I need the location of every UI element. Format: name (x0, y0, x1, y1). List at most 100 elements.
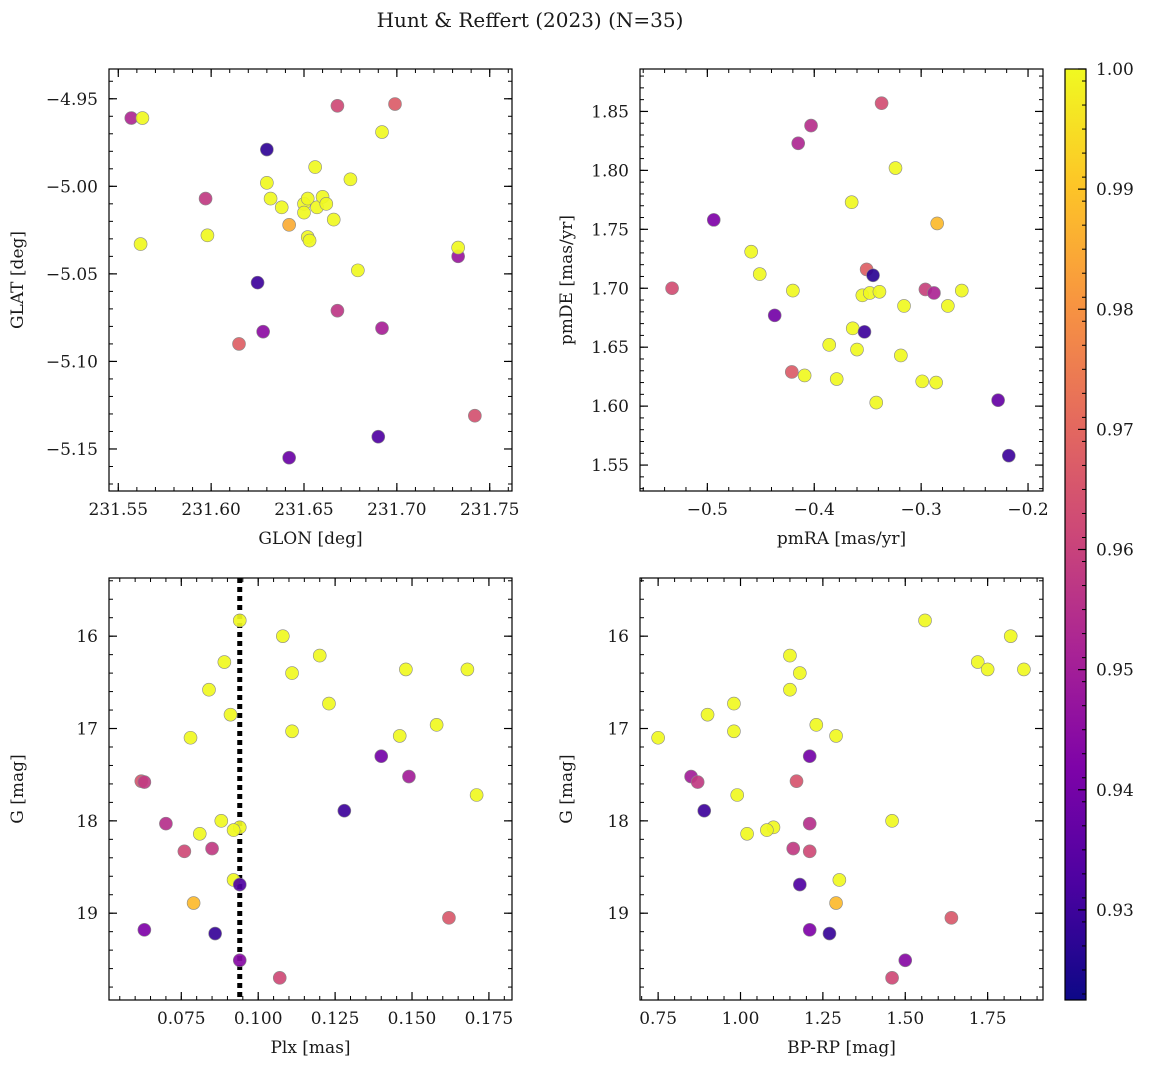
scatter-point (159, 816, 173, 831)
scatter-point (727, 724, 741, 739)
scatter-point (263, 191, 278, 206)
scatter-point (927, 286, 941, 300)
scatter-point (844, 195, 859, 210)
axes-frame (108, 577, 513, 1001)
y-tick-label: 1.65 (591, 338, 629, 358)
y-tick-label: 19 (607, 904, 629, 924)
x-tick-label: 231.65 (274, 500, 333, 520)
colorbar-tick-label: 1.00 (1096, 60, 1134, 80)
scatter-point (460, 662, 475, 677)
scatter-point (1003, 629, 1018, 643)
scatter-point (232, 877, 247, 892)
x-tick-label: −0.4 (794, 500, 835, 520)
colorbar-tick-label: 0.94 (1096, 781, 1134, 801)
scatter-point (915, 374, 930, 389)
scatter-point (322, 696, 336, 711)
scatter-point (319, 197, 334, 211)
x-tick-label: 1.00 (722, 1009, 760, 1029)
y-axis-label: G [mag] (557, 754, 577, 823)
scatter-point (282, 450, 296, 465)
axes-frame (639, 68, 1044, 492)
scatter-point (802, 923, 817, 937)
scatter-point (954, 283, 969, 298)
x-tick-label: 1.50 (886, 1009, 924, 1029)
scatter-point (929, 375, 943, 390)
scatter-point (282, 218, 296, 232)
panel-pmra-pmde: −0.5 −0.4 −0.3 −0.2 1.55 1.60 1.65 1.70 1.75 1.80… (557, 68, 1049, 549)
scatter-point (272, 971, 287, 985)
scatter-point (186, 896, 201, 910)
scatter-point (285, 724, 299, 739)
y-axis-label: pmDE [mas/yr] (557, 215, 577, 345)
y-tick-label: 16 (76, 627, 98, 647)
y-tick-label: 1.80 (591, 161, 629, 181)
scatter-point (791, 136, 806, 151)
scatter-point (192, 826, 207, 841)
colorbar-tick-label: 0.99 (1096, 180, 1134, 200)
scatter-point (872, 284, 887, 299)
x-tick-label: 231.75 (460, 500, 519, 520)
y-tick-label: 18 (76, 812, 98, 832)
scatter-point (783, 682, 797, 697)
scatter-point (786, 283, 800, 298)
scatter-point (767, 308, 782, 323)
scatter-point (223, 707, 238, 722)
scatter-point (804, 118, 818, 133)
y-tick-label: 17 (607, 720, 629, 740)
scatter-point (784, 365, 799, 379)
scatter-point (232, 953, 247, 968)
y-tick-label: 17 (76, 720, 98, 740)
scatter-point (802, 816, 817, 831)
scatter-point (809, 718, 824, 732)
x-tick-label: 0.125 (311, 1009, 360, 1029)
scatter-point (232, 613, 247, 628)
y-tick-label: 1.70 (591, 279, 629, 299)
scatter-point (888, 161, 903, 175)
scatter-point (374, 749, 389, 764)
scatter-point (832, 873, 847, 887)
scatter-point (783, 648, 797, 663)
scatter-point (375, 321, 389, 335)
scatter-point (898, 953, 913, 968)
scatter-point (392, 729, 407, 743)
y-tick-label: −5.00 (46, 177, 98, 197)
panel-plx-gmag: 0.075 0.100 0.125 0.150 0.175 16 17 18 19 Plx [ma… (8, 577, 514, 1058)
panel-glon-glat: 231.55 231.60 231.65 231.70 231.75 −4.95 −5.00… (8, 68, 519, 549)
scatter-point (752, 267, 767, 281)
scatter-point (337, 803, 352, 818)
x-tick-label: 0.175 (465, 1009, 514, 1029)
axes-frame (639, 577, 1044, 1001)
scatter-point (1017, 662, 1031, 677)
scatter-point (429, 718, 444, 732)
scatter-point (869, 395, 884, 410)
panel-bprp-gmag: 0.75 1.00 1.25 1.50 1.75 16 17 18 19 BP-RP [mag] G… (557, 577, 1044, 1058)
x-axis-label: BP-RP [mag] (787, 1038, 896, 1058)
scatter-point (829, 729, 843, 743)
scatter-point (797, 368, 812, 383)
scatter-point (970, 655, 985, 669)
x-tick-label: 1.25 (804, 1009, 842, 1029)
scatter-point (135, 111, 150, 125)
scatter-point (217, 655, 232, 669)
scatter-point (700, 707, 715, 722)
y-axis-label: GLAT [deg] (8, 231, 28, 329)
scatter-point (744, 244, 758, 259)
scatter-point (205, 841, 219, 856)
scatter-point (740, 826, 754, 841)
scatter-point (822, 338, 837, 352)
scatter-point (276, 629, 290, 643)
x-tick-label: 231.60 (181, 500, 240, 520)
scatter-point (343, 172, 358, 187)
scatter-point (330, 303, 345, 318)
scatter-point (793, 666, 807, 680)
scatter-point (133, 237, 148, 251)
y-axis-label: G [mag] (8, 754, 28, 823)
scatter-point (866, 268, 880, 283)
y-tick-label: 1.85 (591, 102, 629, 122)
scatter-point (690, 775, 705, 789)
scatter-point (930, 216, 944, 231)
scatter-point (300, 191, 315, 206)
colorbar-tick-label: 0.98 (1096, 300, 1134, 320)
scatter-point (198, 191, 213, 206)
scatter-point (302, 233, 317, 248)
